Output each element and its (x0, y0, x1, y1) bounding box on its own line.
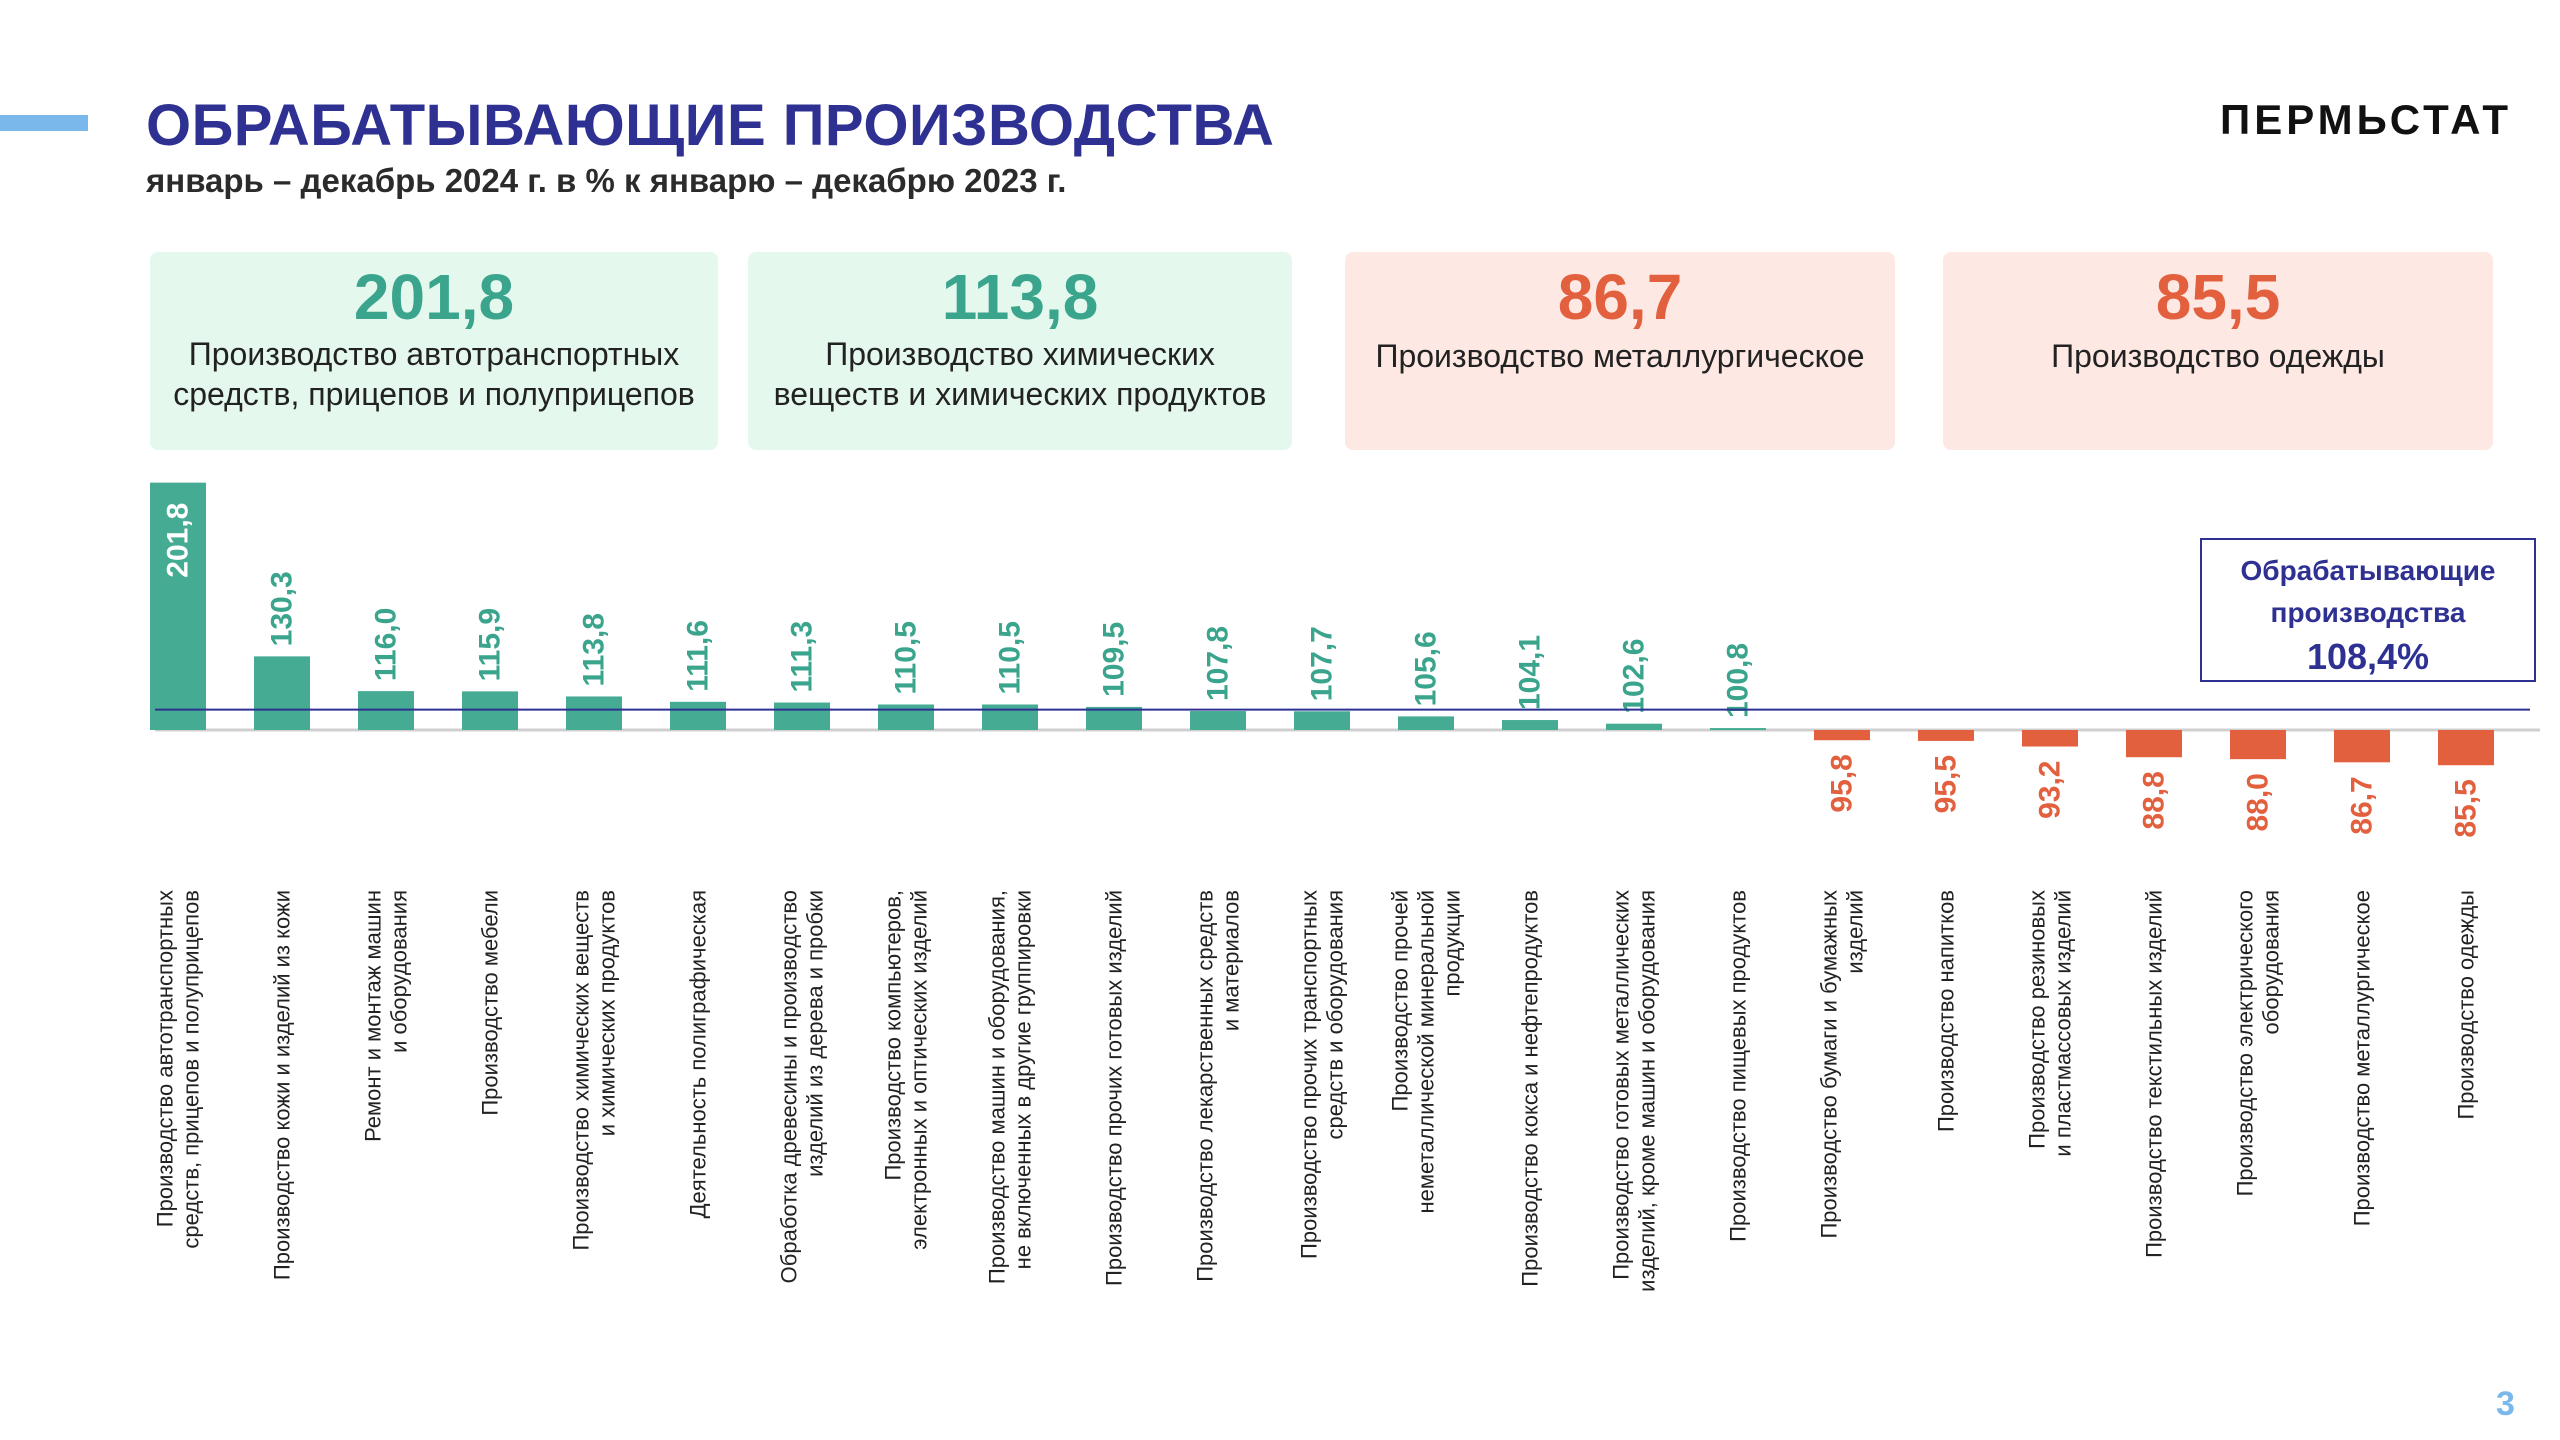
bar-value-label: 107,7 (1306, 626, 1339, 701)
category-label: Производство прочейнеметаллической минер… (1388, 890, 1465, 1214)
page-title: ОБРАБАТЫВАЮЩИЕ ПРОИЗВОДСТВА (146, 93, 1275, 158)
category-label: Производство электрическогооборудования (2233, 890, 2284, 1196)
card-value: 85,5 (2155, 261, 2281, 333)
bar-value-label: 95,8 (1826, 754, 1859, 812)
category-label: Производство автотранспортныхсредств, пр… (153, 890, 204, 1249)
category-label: Производство напитков (1934, 890, 1959, 1132)
reference-label: Обрабатывающие производства (2240, 555, 2496, 628)
bar-value-label: 201,8 (162, 503, 195, 578)
category-label: Производство машин и оборудования,не вкл… (985, 890, 1036, 1284)
bar-value-label: 88,0 (2242, 773, 2275, 831)
bar-value-label: 88,8 (2138, 771, 2171, 829)
bar (150, 482, 206, 730)
bar-value-label: 105,6 (1410, 631, 1443, 706)
bar (1502, 720, 1558, 730)
highlight-card: 86,7 Производство металлургическое (1345, 252, 1895, 450)
bar-value-label: 113,8 (578, 613, 611, 686)
reference-legend-box: Обрабатывающие производства 108,4% (2200, 538, 2536, 682)
category-label: Производство бумаги и бумажныхизделий (1817, 890, 1868, 1239)
bar-value-label: 110,5 (994, 621, 1027, 694)
bar-value-label: 110,5 (890, 621, 923, 694)
bar (774, 702, 830, 730)
bar-value-label: 93,2 (2034, 761, 2067, 819)
bar (2022, 730, 2078, 747)
category-label: Ремонт и монтаж машини оборудования (361, 890, 412, 1142)
category-label: Производство прочих транспортныхсредств … (1297, 890, 1348, 1259)
bar-value-label: 85,5 (2450, 779, 2483, 837)
bar-value-label: 107,8 (1202, 626, 1235, 701)
page-number: 3 (2496, 1385, 2515, 1423)
card-value: 86,7 (1557, 261, 1683, 333)
bar (462, 691, 518, 730)
bar-value-label: 115,9 (474, 608, 507, 681)
category-label: Производство одежды (2454, 890, 2479, 1120)
bar (1294, 711, 1350, 730)
bar (878, 704, 934, 730)
bar (566, 696, 622, 730)
reference-value: 108,4% (2306, 636, 2430, 677)
highlight-card: 201,8 Производство автотранспортных сред… (150, 252, 718, 450)
logo: ПЕРМЬСТАТ (2220, 96, 2512, 143)
card-value: 113,8 (941, 261, 1099, 333)
bar (1918, 730, 1974, 741)
bar-value-label: 116,0 (370, 608, 403, 681)
bar (982, 704, 1038, 730)
category-label: Производство металлургическое (2350, 890, 2375, 1226)
bar (670, 701, 726, 730)
bar (1398, 716, 1454, 730)
card-label: Производство химических веществ и химиче… (773, 336, 1267, 412)
bar (1710, 728, 1766, 731)
bar (1086, 706, 1142, 730)
category-label: Производство текстильных изделий (2142, 890, 2167, 1258)
bar-chart: 201,8 Производство автотранспортныхсредст… (150, 482, 2540, 1292)
bar-value-label: 111,6 (682, 620, 715, 692)
category-label: Производство пищевых продуктов (1726, 890, 1751, 1242)
card-value: 201,8 (353, 261, 515, 333)
bar (1814, 730, 1870, 741)
bar-value-label: 86,7 (2346, 776, 2379, 834)
category-label: Производство компьютеров,электронных и о… (881, 890, 932, 1250)
category-label: Производство химических веществи химичес… (569, 890, 620, 1251)
bar-value-label: 130,3 (266, 571, 299, 646)
category-label: Производство лекарственных средстви мате… (1193, 890, 1244, 1282)
bar-value-label: 95,5 (1930, 755, 1963, 813)
bar-value-label: 109,5 (1098, 622, 1131, 697)
bar-value-label: 111,3 (786, 621, 819, 693)
bar (254, 656, 310, 730)
highlight-card: 85,5 Производство одежды (1943, 252, 2493, 450)
category-label: Производство готовых металлическихиздели… (1609, 890, 1660, 1292)
category-label: Производство кожи и изделий из кожи (270, 890, 295, 1280)
bar (2438, 730, 2494, 766)
bar (2334, 730, 2390, 763)
bar-value-label: 102,6 (1618, 639, 1651, 714)
card-label: Производство автотранспортных средств, п… (173, 336, 695, 412)
category-label: Обработка древесины и производствоиздели… (777, 890, 828, 1283)
bar (1606, 723, 1662, 730)
bar (1190, 711, 1246, 730)
card-label: Производство металлургическое (1375, 338, 1865, 374)
bar-value-label: 100,8 (1722, 643, 1755, 718)
category-label: Производство кокса и нефтепродуктов (1518, 890, 1543, 1287)
category-label: Производство прочих готовых изделий (1102, 890, 1127, 1286)
card-label: Производство одежды (2051, 338, 2385, 374)
bar-value-label: 104,1 (1514, 635, 1547, 710)
category-label: Производство мебели (478, 890, 503, 1116)
category-label: Деятельность полиграфическая (686, 890, 711, 1218)
highlight-card: 113,8 Производство химических веществ и … (748, 252, 1292, 450)
accent-bar (0, 115, 88, 131)
bar (2230, 730, 2286, 760)
page-subtitle: январь – декабрь 2024 г. в % к январю – … (146, 162, 1067, 199)
category-label: Производство резиновыхи пластмассовых из… (2025, 890, 2076, 1157)
bar (2126, 730, 2182, 758)
